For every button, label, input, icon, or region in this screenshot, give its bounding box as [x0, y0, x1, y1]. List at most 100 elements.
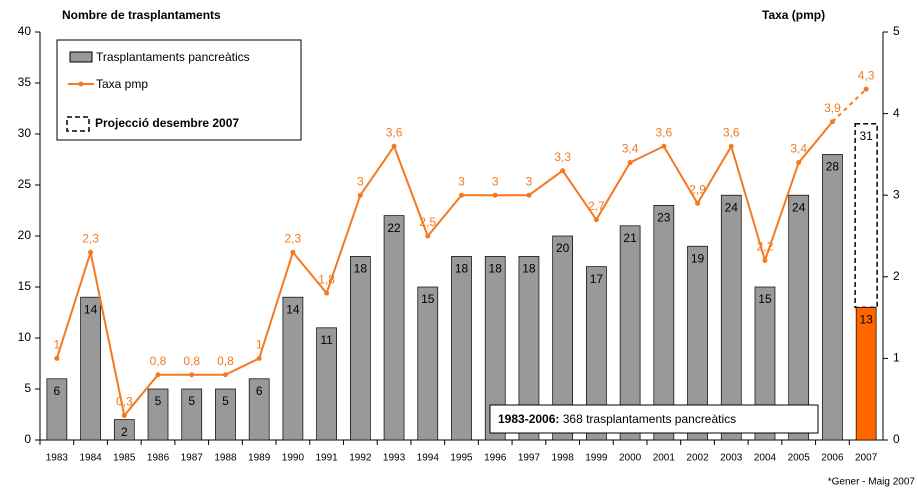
x-tick-label: 1991 [315, 453, 338, 464]
line-label: 1 [54, 338, 61, 352]
line-label: 3 [526, 174, 533, 188]
x-tick-label: 1998 [552, 453, 575, 464]
line-label: 1 [256, 338, 263, 352]
line-point [425, 233, 431, 239]
bar-label: 15 [421, 292, 435, 306]
line-point [863, 86, 869, 92]
x-tick-label: 1984 [79, 453, 102, 464]
x-tick-label: 1992 [349, 453, 372, 464]
bar [754, 286, 776, 441]
line-label: 2,3 [82, 231, 99, 245]
bar-label: 28 [826, 160, 840, 174]
bar-label: 21 [623, 231, 637, 245]
x-tick-label: 2004 [754, 453, 777, 464]
bar-label: 18 [522, 262, 536, 276]
x-tick-label: 1999 [585, 453, 608, 464]
line-point [492, 192, 498, 198]
line-point [593, 217, 599, 223]
bar-label: 23 [657, 211, 671, 225]
bar-label: 5 [188, 394, 195, 408]
y-tick-label: 25 [18, 177, 32, 191]
bar [215, 388, 236, 441]
annotation-text: 368 trasplantaments pancreàtics [559, 412, 736, 426]
y-tick-label: 30 [18, 126, 32, 140]
bar-label: 18 [455, 262, 469, 276]
line-point [459, 192, 464, 198]
x-tick-label: 2003 [720, 453, 743, 464]
bar [181, 388, 203, 441]
line-point [627, 160, 633, 166]
bar-label: 6 [54, 384, 61, 398]
line-point [526, 192, 532, 198]
bar-label: 24 [725, 200, 739, 214]
bar [417, 286, 439, 441]
line-label: 3,6 [723, 125, 740, 139]
line-label: 3 [357, 174, 364, 188]
legend-swatch-bar [69, 51, 93, 63]
line-label: 3,6 [655, 125, 672, 139]
bar-label: 14 [84, 302, 98, 316]
x-tick-label: 1994 [417, 453, 440, 464]
x-tick-label: 1985 [113, 453, 136, 464]
line-point [54, 355, 60, 361]
line-point [222, 372, 228, 378]
bar [653, 205, 675, 441]
line-label: 4,3 [858, 68, 875, 82]
line-point [155, 372, 161, 378]
line-label: 2,3 [285, 231, 302, 245]
bar [586, 266, 607, 441]
y2-tick-label: 0 [893, 432, 900, 446]
line-label: 3 [458, 174, 465, 188]
bar [855, 307, 877, 441]
bar [484, 256, 506, 441]
bar [720, 194, 742, 441]
y-tick-label: 20 [18, 228, 32, 242]
bar-label: 5 [222, 394, 229, 408]
y2-tick-label: 2 [893, 269, 900, 283]
x-tick-label: 1988 [214, 453, 237, 464]
annotation-bold: 1983-2006: [498, 412, 559, 426]
y2-tick-label: 1 [893, 351, 900, 365]
line [55, 121, 834, 418]
x-tick-label: 1983 [46, 453, 69, 464]
x-tick-label: 2000 [619, 453, 642, 464]
legend-box [56, 39, 302, 141]
line-point [88, 249, 94, 255]
bar [788, 194, 810, 441]
line-label: 2,7 [588, 199, 605, 213]
legend-label: Trasplantaments pancreàtics [96, 50, 250, 64]
legend-label: Taxa pmp [96, 77, 148, 91]
x-tick-label: 1996 [484, 453, 507, 464]
line-point [391, 143, 397, 149]
x-tick-label: 1990 [282, 453, 305, 464]
bar-label: 17 [590, 272, 604, 286]
line-label: 0,8 [150, 354, 167, 368]
bar-label: 14 [286, 302, 300, 316]
bar [383, 215, 405, 441]
y-tick-label: 35 [18, 75, 32, 89]
line-label: 0,8 [183, 354, 200, 368]
line-label: 2,5 [419, 215, 436, 229]
line-label: 3,3 [554, 150, 571, 164]
line-point [256, 355, 262, 361]
annotation-box [489, 404, 819, 434]
y2-tick-label: 3 [893, 187, 900, 201]
legend-label: Projecció desembre 2007 [95, 116, 239, 130]
x-tick-label: 1986 [147, 453, 170, 464]
x-tick-label: 1995 [450, 453, 473, 464]
bar-label: 5 [155, 394, 162, 408]
line-label: 3,9 [824, 101, 841, 115]
bar [619, 225, 641, 441]
line-label: 0,8 [217, 354, 234, 368]
line-label: 2,2 [757, 240, 774, 254]
bar [282, 296, 304, 441]
bar [349, 256, 371, 441]
line-point [560, 168, 566, 174]
line-label: 0,3 [116, 395, 133, 409]
bar [46, 378, 68, 441]
projection-bar [854, 123, 878, 309]
bar [147, 388, 169, 441]
footnote: *Gener - Maig 2007 [828, 477, 916, 488]
bar-label: 19 [691, 251, 705, 265]
